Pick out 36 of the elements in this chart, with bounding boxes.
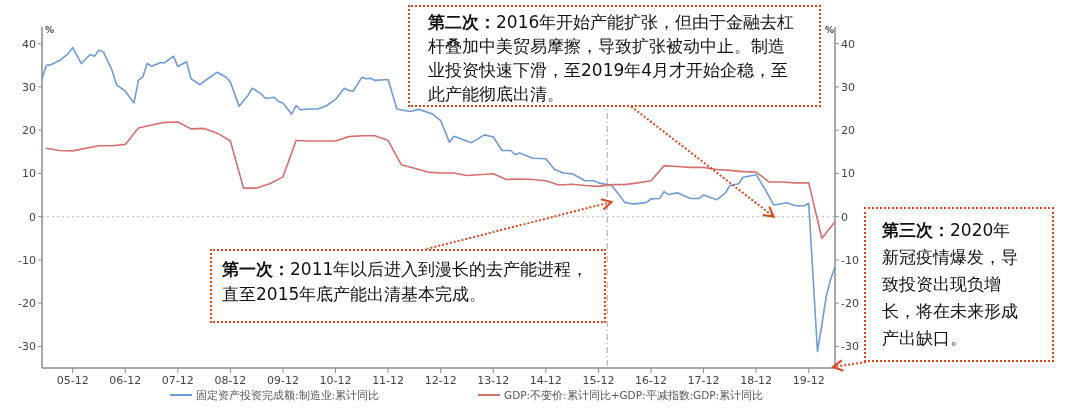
y2-axis-title: %	[825, 25, 835, 35]
x-tick-label: 12-12	[424, 374, 457, 387]
x-tick-label: 15-12	[582, 374, 615, 387]
y-tick-label: 40	[22, 37, 36, 51]
x-tick-label: 13-12	[477, 374, 510, 387]
x-tick-label: 16-12	[635, 374, 667, 387]
x-tick-label: 18-12	[740, 374, 773, 387]
y2-tick-label: 30	[841, 80, 855, 94]
x-tick-label: 08-12	[214, 374, 247, 387]
y2-tick-label: -10	[841, 253, 859, 267]
y2-tick-label: 40	[841, 37, 855, 51]
y-tick-label: 0	[29, 210, 36, 224]
y-tick-label: 20	[22, 124, 36, 138]
annotation: 第二次：2016年开始产能扩张，但由于金融去杠杆叠加中美贸易摩擦，导致扩张被动中止。制造业投资快速下滑，至2019年4月才开始企稳，至此产能彻底出清。	[408, 5, 821, 107]
y-tick-label: -30	[18, 340, 36, 354]
y2-tick-label: -20	[841, 297, 859, 311]
x-tick-label: 14-12	[529, 374, 562, 387]
x-tick-label: 09-12	[266, 374, 299, 387]
text: 第三次：2020年新冠疫情爆发，导致投资出现负增长，将在未来形成产出缺口。	[864, 207, 1054, 362]
y-tick-label: 10	[22, 167, 36, 181]
annotation: 第一次：2011年以后进入到漫长的去产能进程，直至2015年底产能出清基本完成。	[210, 249, 606, 323]
y-axis-title: %	[45, 25, 55, 35]
x-tick-label: 11-12	[372, 374, 405, 387]
y-tick-label: -10	[18, 253, 36, 267]
x-tick-label: 17-12	[687, 374, 720, 387]
x-tick-label: 07-12	[161, 374, 194, 387]
x-tick-label: 06-12	[109, 374, 142, 387]
y2-tick-label: -30	[841, 340, 859, 354]
y2-tick-label: 0	[841, 210, 848, 224]
x-tick-label: 05-12	[56, 374, 89, 387]
y-tick-label: 30	[22, 80, 36, 94]
y2-tick-label: 10	[841, 167, 855, 181]
x-tick-label: 10-12	[319, 374, 352, 387]
x-tick-label: 19-12	[792, 374, 825, 387]
y-tick-label: -20	[18, 297, 36, 311]
y2-tick-label: 20	[841, 124, 855, 138]
